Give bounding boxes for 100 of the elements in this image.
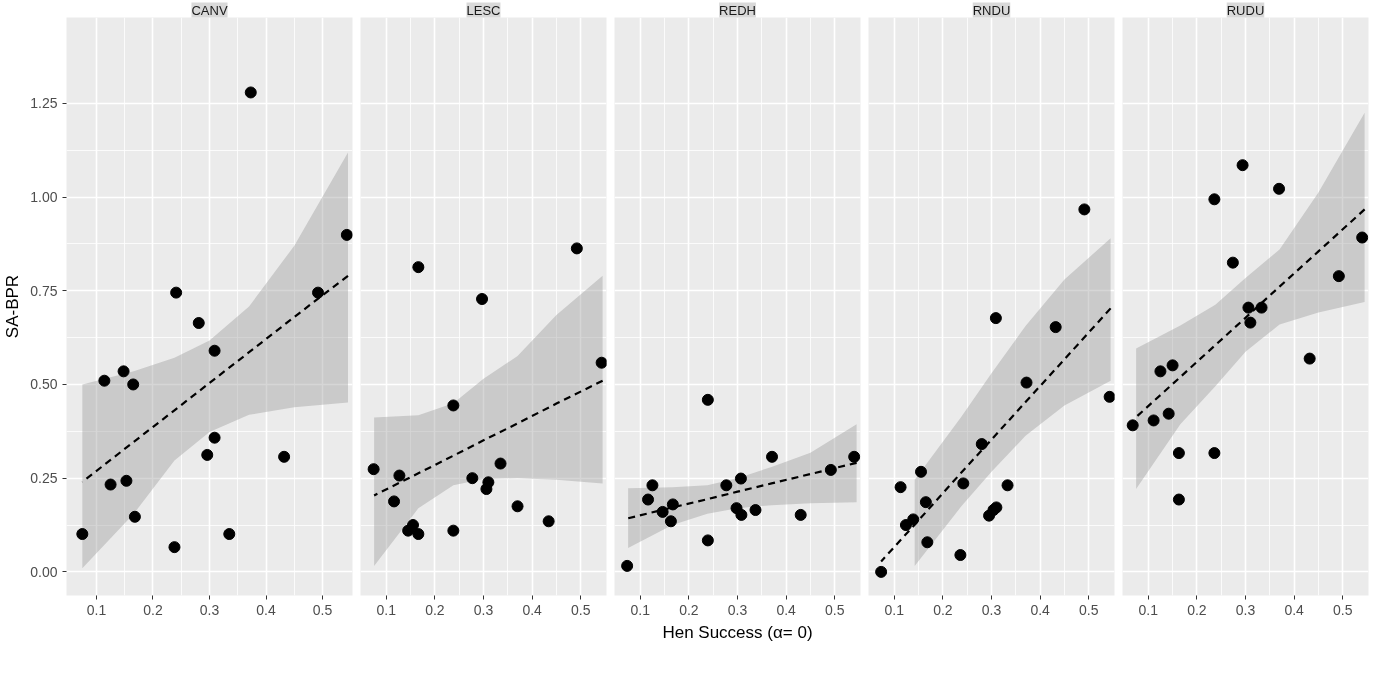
point [1208, 447, 1221, 460]
point [1273, 182, 1286, 195]
point [749, 504, 762, 517]
point [1332, 270, 1345, 283]
point [244, 86, 257, 99]
point [701, 393, 714, 406]
point [407, 519, 420, 532]
point [646, 479, 659, 492]
point [208, 431, 221, 444]
x-tick-label: 0.1 [86, 601, 107, 618]
x-tick-label: 0.3 [1235, 601, 1256, 618]
y-tick-label: 1.25 [30, 95, 58, 112]
x-tick-label: 0.5 [825, 601, 845, 618]
point [76, 528, 89, 541]
y-tick-label: 0.75 [30, 282, 58, 299]
x-tick-label: 0.1 [376, 601, 397, 618]
x-tick-label: 0.2 [679, 601, 699, 618]
point [766, 450, 779, 463]
point [794, 508, 807, 521]
point [542, 515, 555, 528]
point [1172, 447, 1185, 460]
point [223, 528, 236, 541]
point [466, 472, 479, 485]
point [1078, 203, 1091, 216]
point [701, 534, 714, 547]
point [1147, 414, 1160, 427]
point [1303, 352, 1316, 365]
point [921, 536, 934, 549]
point [340, 228, 353, 241]
point [1244, 316, 1257, 329]
point [117, 365, 130, 378]
y-tick-label: 0.00 [30, 563, 58, 580]
point [127, 378, 140, 391]
x-tick-label: 0.2 [1187, 601, 1207, 618]
y-tick-label: 0.25 [30, 470, 58, 487]
point [388, 495, 401, 508]
chart-title: RUDU [1226, 2, 1265, 18]
point [312, 286, 325, 299]
point [907, 513, 920, 526]
point [734, 472, 747, 485]
point [511, 500, 524, 513]
x-tick-label: 0.4 [776, 601, 797, 618]
point [476, 293, 489, 305]
point [201, 448, 214, 461]
point [412, 528, 425, 541]
point [1242, 301, 1255, 314]
point [642, 493, 655, 506]
x-tick-label: 0.5 [1079, 601, 1099, 618]
point [170, 286, 183, 299]
x-tick-label: 0.3 [981, 601, 1002, 618]
point [1020, 376, 1033, 389]
point [1236, 159, 1249, 172]
point [1126, 419, 1139, 432]
point [595, 356, 607, 369]
point [957, 477, 970, 490]
x-tick-label: 0.2 [143, 601, 163, 618]
point [98, 374, 111, 387]
point [128, 510, 141, 523]
point [894, 481, 907, 494]
point [848, 450, 861, 463]
point [494, 457, 507, 470]
chart-title: REDH [719, 2, 756, 18]
chart-title: CANV [191, 2, 228, 18]
x-tick-label: 0.5 [1333, 601, 1353, 618]
point [168, 541, 181, 554]
chart-title: LESC [466, 2, 501, 18]
point [1166, 359, 1179, 372]
point [824, 463, 837, 476]
y-axis-title: SA-BPR [3, 274, 23, 339]
point [720, 479, 733, 492]
x-axis-title: Hen Success (α= 0) [662, 622, 813, 642]
point [278, 450, 291, 463]
point [1226, 256, 1239, 269]
x-tick-label: 0.3 [727, 601, 748, 618]
x-tick-label: 0.5 [312, 601, 333, 618]
point [208, 344, 221, 357]
point [570, 242, 583, 255]
x-tick-label: 0.2 [933, 601, 953, 618]
point [1154, 365, 1167, 378]
point [915, 465, 928, 478]
point [919, 496, 932, 509]
point [192, 317, 205, 329]
x-tick-label: 0.1 [630, 601, 651, 618]
point [875, 565, 888, 578]
x-tick-label: 0.4 [1284, 601, 1305, 618]
x-tick-label: 0.4 [256, 601, 276, 618]
point [1255, 301, 1268, 314]
point [104, 478, 117, 491]
x-tick-label: 0.1 [1138, 601, 1159, 618]
point [1356, 231, 1369, 244]
point [899, 519, 912, 532]
point [393, 469, 406, 482]
x-tick-label: 0.4 [1030, 601, 1051, 618]
x-tick-label: 0.3 [199, 601, 220, 618]
point [656, 505, 669, 518]
point [447, 524, 460, 537]
x-tick-label: 0.5 [571, 601, 591, 618]
point [1103, 390, 1115, 403]
point [666, 498, 679, 511]
x-tick-label: 0.3 [473, 601, 494, 618]
